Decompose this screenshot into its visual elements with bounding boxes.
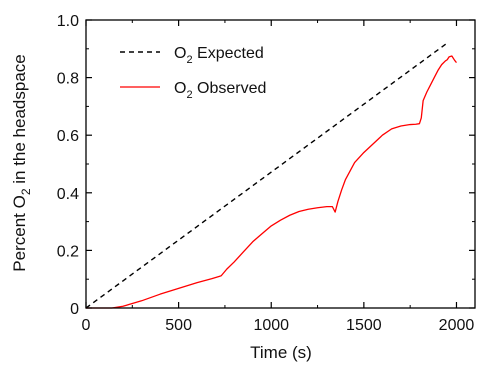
y-axis-title-part-2: in the headspace [10,54,29,188]
legend-label-suffix: Observed [193,80,267,97]
y-tick-label: 0.2 [57,243,79,260]
y-tick-label: 0 [70,301,79,318]
x-tick-label: 0 [82,317,91,334]
x-axis-title: Time (s) [250,343,312,362]
y-tick-label: 0.6 [57,128,79,145]
legend-label-1: O2 Expected [174,45,264,66]
axes-layer: 0 500 1000 1500 2000 0 0.2 0.4 0.6 0.8 1.0 [57,13,476,334]
legend-label-subscript: 2 [186,54,192,66]
legend-label-main: O [174,80,186,97]
x-tick-label: 1500 [346,317,382,334]
y-axis-title-part-1: Percent O [10,195,29,272]
y-axis-title: Percent O2 in the headspace [10,54,33,271]
expected-series-line [85,42,448,309]
plot-layer [85,42,457,309]
legend-label-suffix: Expected [193,45,264,62]
legend-label-2: O2 Observed [174,80,266,101]
legend-label-subscript: 2 [186,89,192,101]
y-tick-label: 0.8 [57,71,79,88]
legend-label-main: O [174,45,186,62]
observed-series-line [86,55,457,309]
y-tick-label: 0.4 [57,186,79,203]
y-axis-title-subscript: 2 [19,188,33,195]
x-tick-label: 2000 [439,317,475,334]
x-tick-label: 1000 [253,317,289,334]
x-tick-label: 500 [165,317,192,334]
y-tick-label: 1.0 [57,13,79,30]
